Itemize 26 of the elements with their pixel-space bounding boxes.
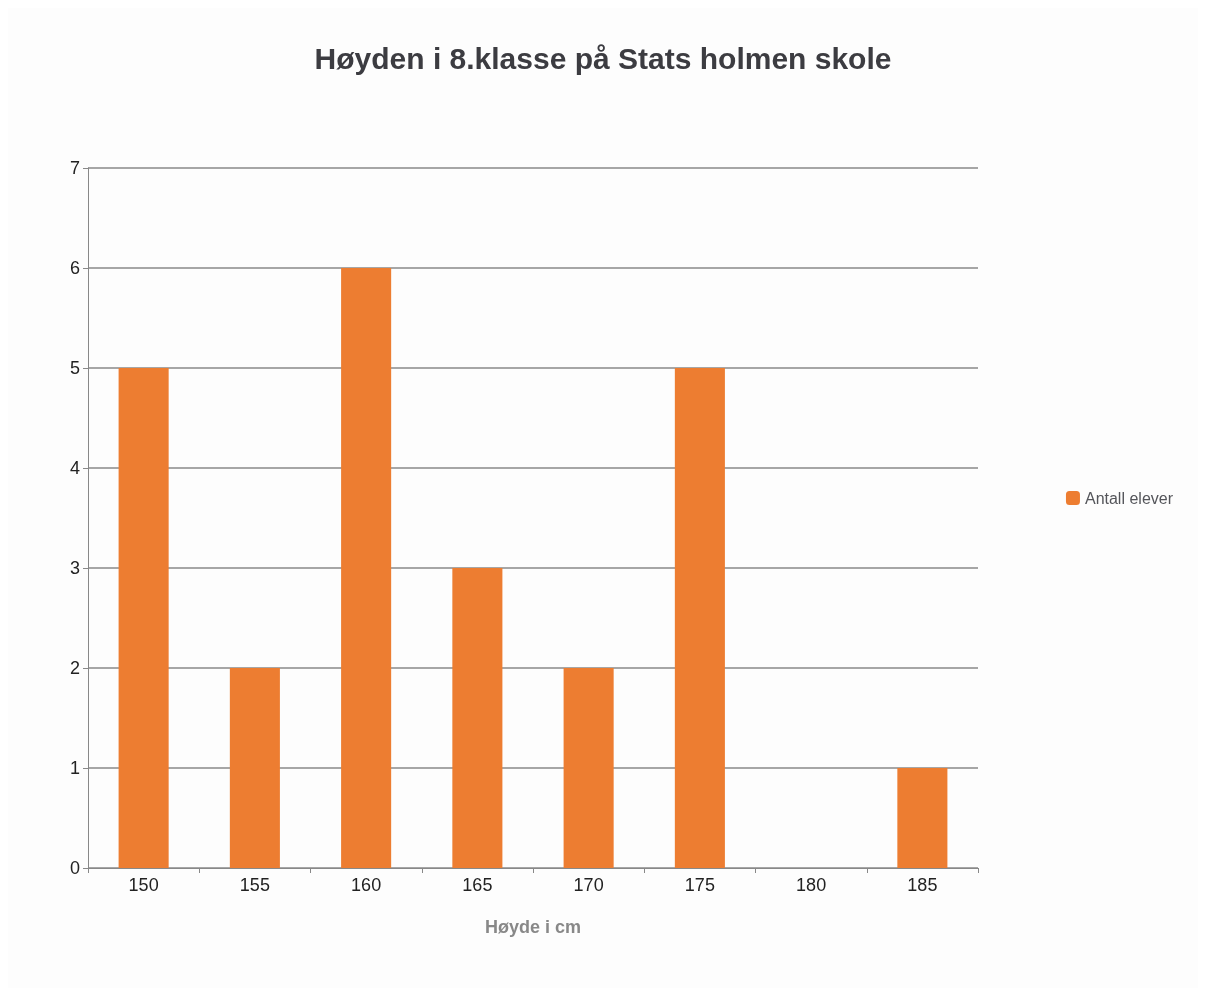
bar [674, 368, 725, 868]
x-tick-label: 165 [462, 875, 493, 895]
x-tick-label: 155 [239, 875, 270, 895]
x-tick-label: 175 [684, 875, 715, 895]
y-tick-label: 2 [69, 658, 80, 678]
bar [118, 368, 169, 868]
y-tick-label: 1 [69, 758, 80, 778]
x-axis-title: Høyde i cm [484, 917, 582, 937]
y-tick-label: 3 [69, 558, 80, 578]
y-tick-label: 6 [69, 258, 80, 278]
bar [341, 268, 392, 868]
bar [229, 668, 280, 868]
x-tick-label: 160 [351, 875, 382, 895]
bar [563, 668, 614, 868]
y-tick-label: 5 [69, 358, 80, 378]
chart-title: Høyden i 8.klasse på Stats holmen skole [314, 41, 892, 75]
x-tick-label: 180 [796, 875, 827, 895]
x-tick-label: 150 [128, 875, 159, 895]
legend-label: Antall elever [1084, 489, 1174, 507]
bar [452, 568, 503, 868]
y-tick-label: 4 [69, 458, 80, 478]
y-tick-label: 0 [69, 858, 80, 878]
y-tick-label: 7 [69, 158, 80, 178]
x-tick-label: 170 [573, 875, 604, 895]
x-tick-label: 185 [907, 875, 938, 895]
bar [897, 768, 948, 868]
